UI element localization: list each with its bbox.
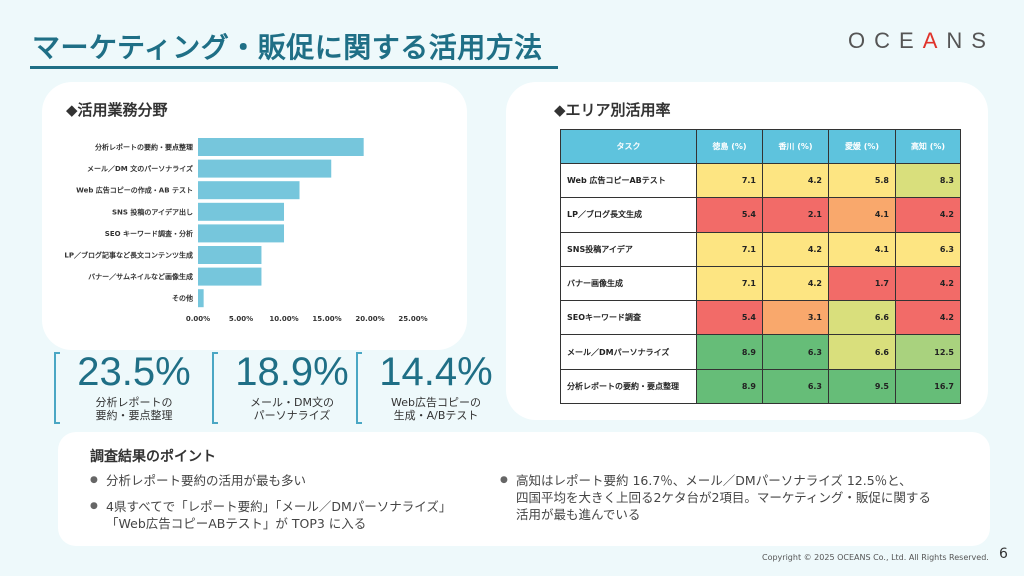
table-row: バナー画像生成 7.1 4.2 1.7 4.2 bbox=[560, 265, 961, 302]
value-cell: 1.7 bbox=[828, 265, 896, 302]
task-cell: SEOキーワード調査 bbox=[560, 300, 697, 336]
stat-value: 18.9% bbox=[235, 350, 349, 394]
table-row: Web 広告コピーABテスト 7.1 4.2 5.8 8.3 bbox=[560, 162, 961, 199]
value-cell: 8.9 bbox=[696, 334, 763, 370]
value-cell: 7.1 bbox=[696, 162, 763, 199]
category-label: その他 bbox=[172, 294, 193, 303]
table-row: SNS投稿アイデア 7.1 4.2 4.1 6.3 bbox=[560, 231, 961, 267]
x-tick-label: 15.00% bbox=[312, 315, 341, 323]
stat-bracket bbox=[212, 352, 218, 424]
value-cell: 4.2 bbox=[895, 197, 961, 233]
task-cell: メール／DMパーソナライズ bbox=[560, 334, 697, 370]
stat-label: 分析レポートの 要約・要点整理 bbox=[95, 396, 173, 422]
bar bbox=[198, 159, 332, 178]
value-cell: 5.8 bbox=[828, 162, 896, 199]
bar bbox=[198, 202, 285, 221]
area-usage-heading: ◆エリア別活用率 bbox=[554, 101, 671, 119]
table-row: SEOキーワード調査 5.4 3.1 6.6 4.2 bbox=[560, 300, 961, 336]
value-cell: 12.5 bbox=[895, 334, 961, 370]
task-cell: SNS投稿アイデア bbox=[560, 231, 697, 267]
value-cell: 6.6 bbox=[828, 300, 896, 336]
value-cell: 4.1 bbox=[828, 231, 896, 267]
value-cell: 7.1 bbox=[696, 265, 763, 302]
stat-value: 23.5% bbox=[77, 350, 191, 394]
value-cell: 6.6 bbox=[828, 334, 896, 370]
stat-web-ad-copy: 14.4% Web広告コピーの 生成・A/Bテスト bbox=[356, 350, 506, 424]
category-label: SNS 投稿のアイデア出し bbox=[112, 207, 193, 216]
value-cell: 6.3 bbox=[762, 334, 829, 370]
x-tick-label: 5.00% bbox=[229, 315, 253, 323]
finding-item: 4県すべてで「レポート要約」「メール／DMパーソナライズ」 「Web広告コピーA… bbox=[90, 498, 451, 532]
stat-value: 14.4% bbox=[379, 350, 493, 394]
x-tick-label: 0.00% bbox=[186, 315, 210, 323]
finding-item: 分析レポート要約の活用が最も多い bbox=[90, 472, 306, 489]
value-cell: 4.1 bbox=[828, 197, 896, 233]
copyright-text: Copyright © 2025 OCEANS Co., Ltd. All Ri… bbox=[762, 553, 989, 562]
finding-item: 高知はレポート要約 16.7％、メール／DMパーソナライズ 12.5％と、 四国… bbox=[500, 472, 931, 523]
value-cell: 5.4 bbox=[696, 197, 763, 233]
stat-mail-personalize: 18.9% メール・DM文の パーソナライズ bbox=[212, 350, 362, 424]
stat-bracket bbox=[356, 352, 362, 424]
table-header-cell: 香川 (%) bbox=[762, 129, 829, 164]
task-cell: LP／ブログ長文生成 bbox=[560, 197, 697, 233]
page-number: 6 bbox=[999, 546, 1008, 562]
x-tick-label: 25.00% bbox=[398, 315, 427, 323]
value-cell: 6.3 bbox=[762, 368, 829, 405]
x-tick-label: 10.00% bbox=[269, 315, 298, 323]
stat-bracket bbox=[54, 352, 60, 424]
x-tick-label: 20.00% bbox=[355, 315, 384, 323]
value-cell: 4.2 bbox=[762, 265, 829, 302]
bar bbox=[198, 181, 300, 200]
table-row: 分析レポートの要約・要点整理 8.9 6.3 9.5 16.7 bbox=[560, 368, 961, 405]
value-cell: 16.7 bbox=[895, 368, 961, 405]
bar bbox=[198, 289, 204, 308]
table-row: メール／DMパーソナライズ 8.9 6.3 6.6 12.5 bbox=[560, 334, 961, 370]
table-header-cell: 愛媛 (%) bbox=[828, 129, 896, 164]
page-title: マーケティング・販促に関する活用方法 bbox=[32, 31, 543, 64]
stat-label: Web広告コピーの 生成・A/Bテスト bbox=[391, 396, 481, 422]
stat-label: メール・DM文の パーソナライズ bbox=[250, 396, 334, 422]
bar bbox=[198, 224, 285, 243]
title-underline bbox=[30, 66, 558, 69]
logo-text-accent: A bbox=[922, 28, 947, 53]
table-header-cell: 徳島 (%) bbox=[696, 129, 763, 164]
task-cell: Web 広告コピーABテスト bbox=[560, 162, 697, 199]
table-header-cell: タスク bbox=[560, 129, 697, 164]
value-cell: 9.5 bbox=[828, 368, 896, 405]
category-label: SEO キーワード調査・分析 bbox=[105, 229, 193, 238]
value-cell: 8.9 bbox=[696, 368, 763, 405]
value-cell: 4.2 bbox=[762, 162, 829, 199]
table-header-cell: 高知 (%) bbox=[895, 129, 961, 164]
category-label: Web 広告コピーの作成・AB テスト bbox=[76, 186, 193, 195]
category-label: 分析レポートの要約・要点整理 bbox=[95, 143, 193, 152]
bar bbox=[198, 246, 262, 264]
category-label: バナー／サムネイルなど画像生成 bbox=[88, 272, 193, 281]
category-label: LP／ブログ記事など長文コンテンツ生成 bbox=[64, 251, 193, 260]
value-cell: 2.1 bbox=[762, 197, 829, 233]
table-row: LP／ブログ長文生成 5.4 2.1 4.1 4.2 bbox=[560, 197, 961, 233]
bar bbox=[198, 138, 364, 156]
task-cell: 分析レポートの要約・要点整理 bbox=[560, 368, 697, 405]
table-header-row: タスク 徳島 (%) 香川 (%) 愛媛 (%) 高知 (%) bbox=[560, 129, 961, 164]
task-cell: バナー画像生成 bbox=[560, 265, 697, 302]
value-cell: 4.2 bbox=[895, 300, 961, 336]
logo-text-end: NS bbox=[946, 28, 995, 53]
stat-report-summary: 23.5% 分析レポートの 要約・要点整理 bbox=[54, 350, 204, 424]
category-label: メール／DM 文のパーソナライズ bbox=[87, 164, 193, 173]
value-cell: 4.2 bbox=[895, 265, 961, 302]
logo-text-start: OCE bbox=[848, 28, 923, 53]
value-cell: 3.1 bbox=[762, 300, 829, 336]
value-cell: 8.3 bbox=[895, 162, 961, 199]
area-usage-table: タスク 徳島 (%) 香川 (%) 愛媛 (%) 高知 (%) Web 広告コピーABテ… bbox=[560, 129, 961, 405]
bar bbox=[198, 267, 262, 286]
findings-title: 調査結果のポイント bbox=[90, 449, 216, 465]
value-cell: 5.4 bbox=[696, 300, 763, 336]
value-cell: 4.2 bbox=[762, 231, 829, 267]
value-cell: 6.3 bbox=[895, 231, 961, 267]
value-cell: 7.1 bbox=[696, 231, 763, 267]
oceans-logo: OCEANS bbox=[848, 28, 995, 54]
usage-field-heading: ◆活用業務分野 bbox=[66, 101, 168, 119]
